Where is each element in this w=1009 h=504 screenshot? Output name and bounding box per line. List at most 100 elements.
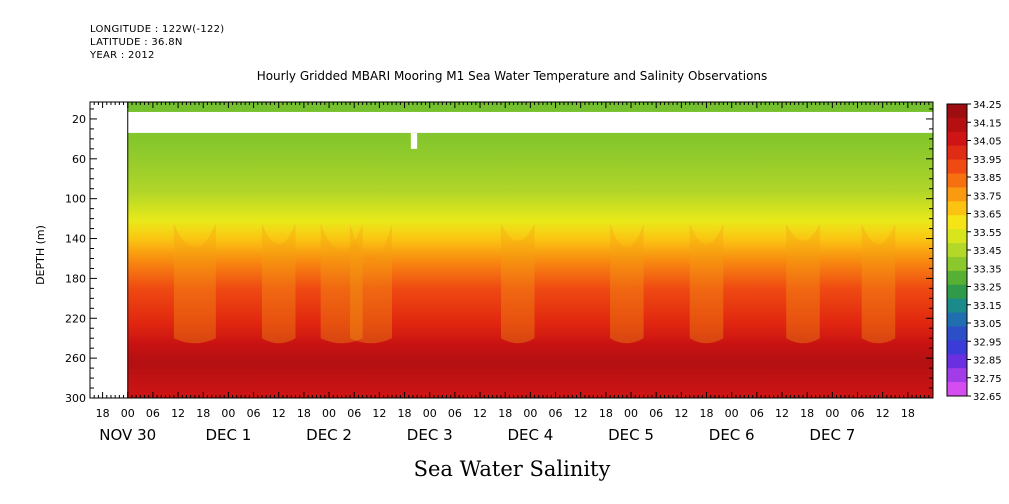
x-hour-label: 12 bbox=[574, 407, 588, 420]
colorbar-label: 33.25 bbox=[973, 283, 1002, 294]
colorbar: 34.25 34.15 34.05 33.95 33.85 33.75 33.65 33.55… bbox=[946, 100, 1002, 403]
colorbar-swatch bbox=[947, 284, 967, 300]
colorbar-label: 34.05 bbox=[973, 137, 1002, 148]
x-date-label: DEC 1 bbox=[205, 426, 251, 444]
data-gap bbox=[127, 111, 933, 133]
x-hour-label: 06 bbox=[649, 407, 663, 420]
colorbar-swatch bbox=[947, 382, 967, 397]
colorbar-swatch bbox=[947, 326, 967, 341]
colorbar-swatch bbox=[947, 354, 967, 369]
x-hour-label: 06 bbox=[448, 407, 462, 420]
x-hour-label: 12 bbox=[171, 407, 185, 420]
y-tick-label: 300 bbox=[65, 392, 86, 405]
colorbar-label: 32.85 bbox=[973, 356, 1002, 367]
colorbar-swatch bbox=[947, 256, 967, 272]
colorbar-swatch bbox=[947, 201, 967, 216]
x-hour-label: 18 bbox=[398, 407, 412, 420]
colorbar-swatch bbox=[947, 312, 967, 327]
x-date-label: DEC 4 bbox=[507, 426, 553, 444]
plot-area bbox=[89, 101, 934, 399]
isohaline-dip bbox=[173, 223, 216, 344]
colorbar-swatch bbox=[947, 173, 967, 188]
y-tick-label: 180 bbox=[65, 272, 86, 285]
colorbar-label: 32.65 bbox=[973, 392, 1002, 403]
colorbar-label: 33.55 bbox=[973, 228, 1002, 239]
y-tick-label: 20 bbox=[72, 113, 86, 126]
x-hour-label: 00 bbox=[725, 407, 739, 420]
colorbar-label: 33.15 bbox=[973, 301, 1002, 312]
x-axis: 18 00 06 12 18 00 06 12 18 00 06 12 18 00 06 12 18 00 06 12… bbox=[89, 102, 934, 444]
colorbar-label: 33.85 bbox=[973, 173, 1002, 184]
colorbar-swatch bbox=[947, 131, 967, 147]
y-tick-label: 220 bbox=[65, 312, 86, 325]
x-hour-label: 00 bbox=[221, 407, 235, 420]
x-hour-label: 12 bbox=[372, 407, 386, 420]
colorbar-label: 33.65 bbox=[973, 210, 1002, 221]
x-hour-label: 18 bbox=[800, 407, 814, 420]
data-gap bbox=[410, 132, 418, 149]
colorbar-swatch bbox=[947, 145, 967, 161]
x-hour-label: 00 bbox=[121, 407, 135, 420]
x-hour-label: 12 bbox=[674, 407, 688, 420]
longitude-label: LONGITUDE : 122W(-122) bbox=[90, 24, 225, 35]
x-hour-label: 00 bbox=[423, 407, 437, 420]
x-hour-label: 06 bbox=[549, 407, 563, 420]
colorbar-label: 33.95 bbox=[973, 155, 1002, 166]
x-hour-label: 06 bbox=[851, 407, 865, 420]
colorbar-label: 33.05 bbox=[973, 319, 1002, 330]
colorbar-label: 32.75 bbox=[973, 374, 1002, 385]
x-hour-label: 18 bbox=[297, 407, 311, 420]
colorbar-swatch bbox=[947, 243, 967, 258]
x-hour-label: 18 bbox=[599, 407, 613, 420]
isohaline-dip bbox=[320, 223, 363, 344]
no-data-region bbox=[90, 102, 128, 398]
colorbar-swatch bbox=[947, 215, 967, 230]
x-axis-label: Sea Water Salinity bbox=[414, 457, 611, 481]
x-hour-label: 00 bbox=[523, 407, 537, 420]
x-date-label: DEC 2 bbox=[306, 426, 352, 444]
latitude-label: LATITUDE : 36.8N bbox=[90, 37, 183, 48]
y-tick-label: 100 bbox=[65, 193, 86, 206]
isohaline-dip bbox=[861, 223, 896, 344]
isohaline-dip bbox=[501, 223, 535, 344]
colorbar-swatch bbox=[947, 340, 967, 355]
colorbar-label: 34.15 bbox=[973, 118, 1002, 129]
x-hour-label: 06 bbox=[247, 407, 261, 420]
x-hour-label: 06 bbox=[347, 407, 361, 420]
isohaline-dip bbox=[261, 223, 296, 344]
x-hour-label: 06 bbox=[750, 407, 764, 420]
x-date-label: DEC 6 bbox=[709, 426, 755, 444]
isohaline-dip bbox=[689, 223, 724, 344]
chart-title: Hourly Gridded MBARI Mooring M1 Sea Wate… bbox=[257, 69, 768, 83]
x-date-label: DEC 7 bbox=[809, 426, 855, 444]
colorbar-label: 32.95 bbox=[973, 337, 1002, 348]
isohaline-dip bbox=[350, 223, 392, 344]
colorbar-swatch bbox=[947, 159, 967, 175]
colorbar-label: 34.25 bbox=[973, 100, 1002, 111]
y-tick-label: 260 bbox=[65, 352, 86, 365]
x-hour-label: 12 bbox=[272, 407, 286, 420]
x-date-label: DEC 5 bbox=[608, 426, 654, 444]
y-tick-label: 140 bbox=[65, 233, 86, 246]
x-hour-label: 12 bbox=[473, 407, 487, 420]
colorbar-label: 33.75 bbox=[973, 191, 1002, 202]
x-hour-label: 12 bbox=[876, 407, 890, 420]
x-hour-label: 12 bbox=[775, 407, 789, 420]
y-tick-label: 60 bbox=[72, 153, 86, 166]
colorbar-swatch bbox=[947, 117, 967, 133]
isohaline-dip bbox=[610, 223, 644, 344]
colorbar-swatch bbox=[947, 104, 967, 119]
colorbar-swatch bbox=[947, 187, 967, 202]
colorbar-swatch bbox=[947, 270, 967, 286]
year-label: YEAR : 2012 bbox=[90, 50, 155, 61]
x-hour-label: 18 bbox=[498, 407, 512, 420]
x-hour-label: 18 bbox=[96, 407, 110, 420]
x-hour-label: 18 bbox=[901, 407, 915, 420]
x-hour-label: 06 bbox=[146, 407, 160, 420]
x-date-label: DEC 3 bbox=[407, 426, 453, 444]
colorbar-swatch bbox=[947, 368, 967, 383]
x-date-label: NOV 30 bbox=[99, 426, 156, 444]
isohaline-dip bbox=[786, 223, 820, 344]
x-hour-label: 00 bbox=[825, 407, 839, 420]
y-axis: 20 60 100 140 180 220 260 300 bbox=[65, 108, 933, 405]
